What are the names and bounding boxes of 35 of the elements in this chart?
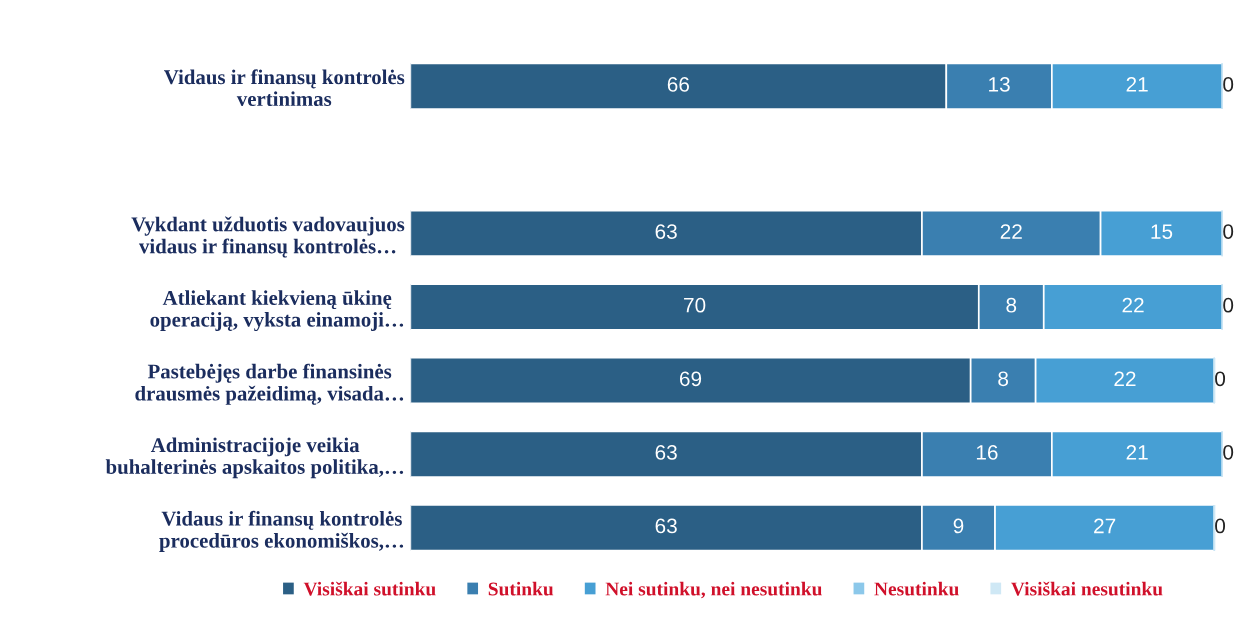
data-label: 16 (976, 445, 998, 460)
data-label: 0 (1223, 445, 1234, 460)
data-label: 0 (1223, 297, 1234, 313)
legend-label: Visiškai sutinku (303, 581, 436, 596)
data-label: 21 (1126, 445, 1148, 460)
data-label: 21 (1126, 77, 1148, 92)
data-label: 69 (679, 371, 702, 387)
data-label: 66 (667, 77, 689, 92)
data-label: 0 (1223, 77, 1234, 92)
y-tick-label: Pastebėjęs darbe finansinės drausmės pažeidimą, visada… (135, 363, 404, 405)
y-tick-label: Administracijoje veikia buhalterinės apskaitos politika,… (105, 437, 404, 479)
data-label: 9 (953, 518, 964, 534)
data-label: 13 (989, 77, 1010, 92)
data-label: 22 (1114, 371, 1136, 386)
y-tick-label: Vidaus ir finansų kontrolės vertinimas (164, 69, 405, 107)
data-label: 0 (1223, 224, 1234, 239)
data-label: 22 (1122, 297, 1144, 313)
data-label: 63 (655, 224, 677, 239)
legend-label: Visiškai nesutinku (1011, 581, 1163, 596)
data-label: 63 (655, 445, 677, 460)
legend-label: Sutinku (488, 581, 554, 596)
data-label: 0 (1215, 518, 1226, 534)
data-label: 70 (684, 297, 706, 313)
data-label: 8 (998, 371, 1009, 387)
legend-label: Nei sutinku, nei nesutinku (605, 581, 822, 599)
data-label: 63 (655, 518, 677, 534)
y-tick-label: Vykdant užduotis vadovaujuos vidaus ir finansų kontrolės… (131, 216, 405, 258)
y-tick-label: Vidaus ir finansų kontrolės procedūros ekonomiškos,… (159, 510, 404, 552)
data-label: 22 (1000, 224, 1022, 239)
y-tick-label: Atliekant kiekvieną ūkinę operaciją, vyksta einamoji… (150, 290, 404, 332)
data-label: 0 (1215, 371, 1226, 387)
data-label: 8 (1006, 297, 1017, 313)
legend-label: Nesutinku (874, 581, 959, 596)
data-label: 27 (1094, 518, 1116, 534)
data-label: 15 (1151, 224, 1173, 239)
